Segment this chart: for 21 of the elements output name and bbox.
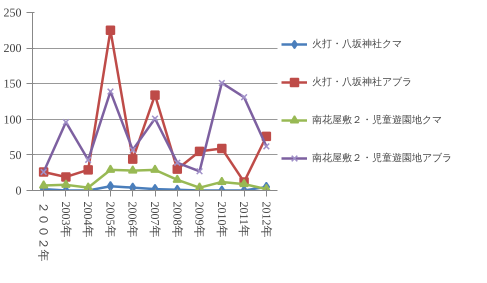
x-tick-label: 2007年 [148,202,162,238]
x-tick-label: 2012年 [259,202,274,238]
x-tick-label: 2003年 [58,202,73,238]
x-tick-label: ２００２年 [36,202,51,262]
y-tick-label: 250 [4,6,22,20]
y-tick-label: 150 [4,76,22,91]
x-tick-label: 2004年 [81,202,96,238]
y-tick-label: 0 [16,184,22,198]
x-tick-label: 2005年 [103,202,118,238]
legend-label: 南花屋敷２・児童遊園地クマ [312,114,442,127]
x-tick-label: 2010年 [214,202,229,238]
x-tick-label: 2009年 [192,202,207,238]
x-tick-label: 2006年 [126,202,140,238]
x-tick-label: 2008年 [170,202,184,238]
x-tick-label: 2011年 [237,202,252,238]
legend-label: 火打・八坂神社クマ [312,38,402,51]
legend-label: 火打・八坂神社アブラ [312,76,412,89]
y-tick-label: 50 [10,148,22,162]
legend-label: 南花屋敷２・児童遊園地アブラ [312,152,452,165]
y-tick-label: 200 [4,41,22,56]
y-tick-label: 100 [4,112,22,126]
